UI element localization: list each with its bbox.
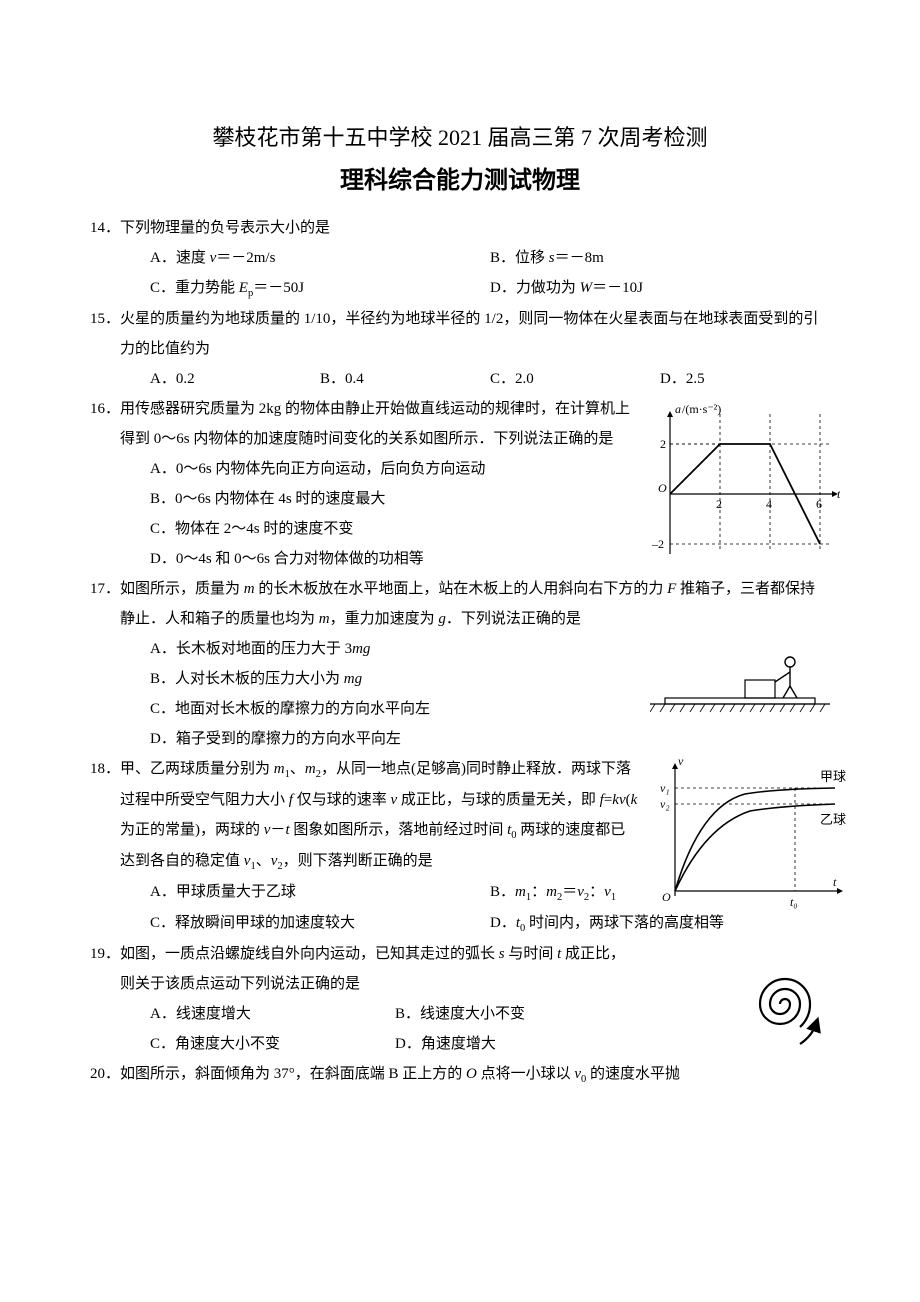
option: B．线速度大小不变 [395, 999, 640, 1029]
question-stem: 下列物理量的负号表示大小的是 [90, 213, 830, 243]
option: D．箱子受到的摩擦力的方向水平向左 [150, 724, 640, 754]
option: C．角速度大小不变 [150, 1029, 395, 1059]
svg-text:2: 2 [716, 497, 722, 511]
svg-text:t: t [833, 875, 837, 889]
question-number: 16． [90, 394, 120, 424]
question-17: 17． 如图所示，质量为 m 的长木板放在水平地面上，站在木板上的人用斜向右下方… [90, 574, 830, 754]
question-19: 19． 如图，一质点沿螺旋线自外向内运动，已知其走过的弧长 s 与时间 t 成正… [90, 939, 830, 1059]
option: D．力做功为 W＝－10J [490, 273, 830, 304]
option: B．0.4 [320, 364, 490, 394]
option: A．0～6s 内物体先向正方向运动，后向负方向运动 [150, 454, 640, 484]
person-box-plank-diagram [650, 654, 830, 719]
option: C．地面对长木板的摩擦力的方向水平向左 [150, 694, 640, 724]
question-stem: 如图所示，质量为 m 的长木板放在水平地面上，站在木板上的人用斜向右下方的力 F… [90, 574, 830, 634]
exam-page: 攀枝花市第十五中学校 2021 届高三第 7 次周考检测 理科综合能力测试物理 … [0, 0, 920, 1302]
option: A．长木板对地面的压力大于 3mg [150, 634, 640, 664]
spiral-diagram [730, 954, 830, 1054]
option: A．甲球质量大于乙球 [150, 877, 490, 908]
question-number: 20． [90, 1059, 120, 1089]
exam-title-sub: 理科综合能力测试物理 [90, 160, 830, 195]
svg-text:O: O [658, 481, 667, 495]
option: A．0.2 [150, 364, 320, 394]
velocity-time-chart: v v₁ v₂ O t t₀ 甲球 乙球 [650, 754, 850, 919]
svg-text:t₀: t₀ [790, 895, 798, 909]
svg-text:O: O [662, 890, 671, 904]
option: B．0～6s 内物体在 4s 时的速度最大 [150, 484, 640, 514]
svg-text:v₂: v₂ [660, 797, 670, 811]
svg-text:a: a [675, 404, 681, 416]
question-number: 19． [90, 939, 120, 969]
svg-text:–2: –2 [651, 537, 664, 551]
svg-text:/(m·s⁻²): /(m·s⁻²) [682, 404, 721, 416]
option: C．物体在 2～4s 时的速度不变 [150, 514, 640, 544]
question-options: A．速度 v＝－2m/s B．位移 s＝－8m C．重力势能 Ep＝－50J D… [90, 243, 830, 304]
svg-text:4: 4 [766, 497, 772, 511]
option: B．人对长木板的压力大小为 mg [150, 664, 640, 694]
svg-text:6: 6 [816, 497, 822, 511]
option: C．重力势能 Ep＝－50J [150, 273, 490, 304]
option: D．0～4s 和 0～6s 合力对物体做的功相等 [150, 544, 640, 574]
question-stem: 火星的质量约为地球质量的 1/10，半径约为地球半径的 1/2，则同一物体在火星… [90, 304, 830, 364]
question-options: A．线速度增大 B．线速度大小不变 C．角速度大小不变 D．角速度增大 [90, 999, 830, 1059]
question-stem: 如图所示，斜面倾角为 37°，在斜面底端 B 正上方的 O 点将一小球以 v0 … [90, 1059, 830, 1090]
svg-text:乙球: 乙球 [820, 812, 846, 827]
question-number: 15． [90, 304, 120, 334]
svg-text:v₁: v₁ [660, 781, 670, 795]
acceleration-time-chart: a /(m·s⁻²) t /s 2 –2 O 2 4 6 [640, 404, 840, 564]
question-options: A．0.2 B．0.4 C．2.0 D．2.5 [90, 364, 830, 394]
question-number: 18． [90, 754, 120, 784]
question-15: 15． 火星的质量约为地球质量的 1/10，半径约为地球半径的 1/2，则同一物… [90, 304, 830, 394]
option: A．速度 v＝－2m/s [150, 243, 490, 273]
option: C．释放瞬间甲球的加速度较大 [150, 908, 490, 939]
svg-text:v: v [678, 754, 684, 768]
exam-title-main: 攀枝花市第十五中学校 2021 届高三第 7 次周考检测 [90, 120, 830, 152]
svg-text:甲球: 甲球 [820, 769, 846, 784]
option: C．2.0 [490, 364, 660, 394]
svg-text:t: t [837, 487, 840, 501]
option: D．2.5 [660, 364, 830, 394]
question-14: 14． 下列物理量的负号表示大小的是 A．速度 v＝－2m/s B．位移 s＝－… [90, 213, 830, 304]
question-20: 20． 如图所示，斜面倾角为 37°，在斜面底端 B 正上方的 O 点将一小球以… [90, 1059, 830, 1090]
option: B．位移 s＝－8m [490, 243, 830, 273]
question-number: 17． [90, 574, 120, 604]
option: A．线速度增大 [150, 999, 395, 1029]
question-16: 16． 用传感器研究质量为 2kg 的物体由静止开始做直线运动的规律时，在计算机… [90, 394, 830, 574]
question-18: 18． 甲、乙两球质量分别为 m1、m2，从同一地点(足够高)同时静止释放．两球… [90, 754, 830, 939]
question-number: 14． [90, 213, 120, 243]
option: D．角速度增大 [395, 1029, 640, 1059]
question-stem: 如图，一质点沿螺旋线自外向内运动，已知其走过的弧长 s 与时间 t 成正比，则关… [90, 939, 830, 999]
svg-text:2: 2 [660, 437, 666, 451]
